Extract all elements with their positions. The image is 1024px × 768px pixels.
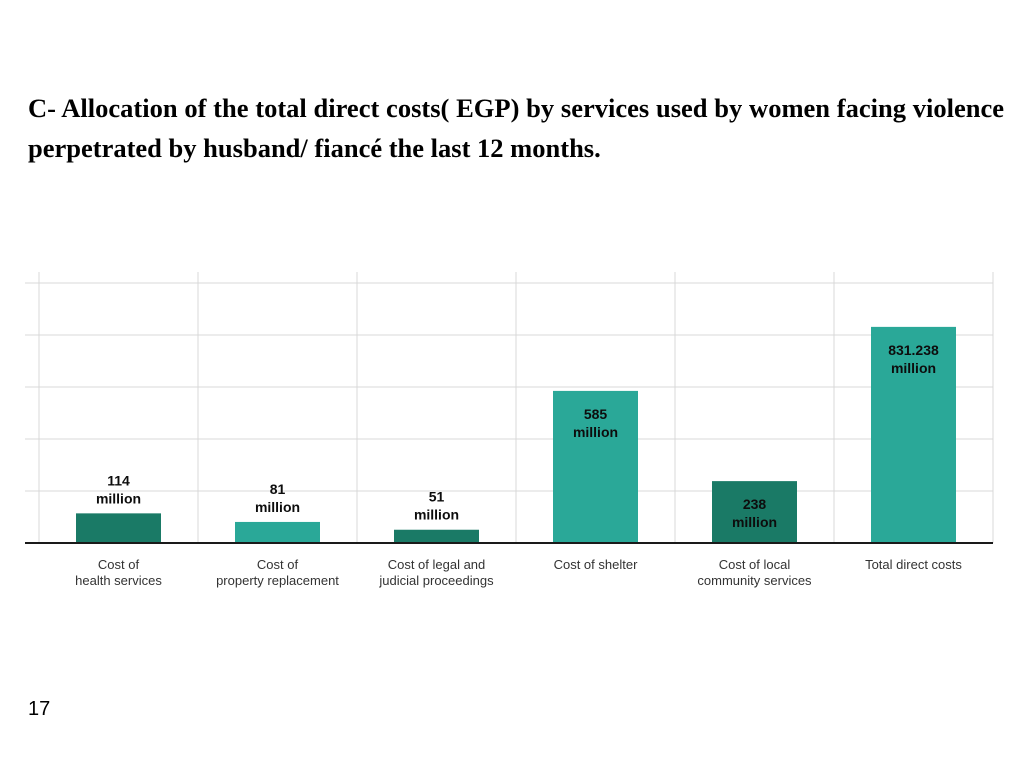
- data-labels: 114 million 81 million 51 million 585 million 23…: [96, 342, 939, 530]
- bar: [76, 513, 161, 543]
- bars: [76, 326, 956, 543]
- category-label: health services: [75, 573, 162, 588]
- category-label: Cost of: [98, 557, 140, 572]
- bar: [712, 481, 797, 543]
- category-label: judicial proceedings: [378, 573, 494, 588]
- data-label: 51: [429, 489, 445, 505]
- data-label: 585: [584, 406, 608, 422]
- data-label: 831.238: [888, 342, 939, 358]
- bar: [553, 390, 638, 543]
- data-label: 81: [270, 481, 286, 497]
- grid-lines: [25, 272, 994, 543]
- slide-title: C- Allocation of the total direct costs(…: [28, 93, 1004, 163]
- data-label: million: [573, 424, 618, 440]
- data-label: million: [732, 514, 777, 530]
- category-label: Cost of local: [719, 557, 791, 572]
- bar: [394, 529, 479, 543]
- category-label: Total direct costs: [865, 557, 962, 572]
- data-label: million: [255, 499, 300, 515]
- category-label: community services: [697, 573, 812, 588]
- category-label: Cost of shelter: [554, 557, 638, 572]
- data-label: million: [96, 490, 141, 506]
- bar: [235, 521, 320, 543]
- data-label: 114: [107, 472, 130, 488]
- data-label: million: [414, 507, 459, 523]
- page-number: 17: [28, 698, 51, 720]
- category-label: property replacement: [216, 573, 339, 588]
- data-label: million: [891, 360, 936, 376]
- category-label: Cost of legal and: [388, 557, 486, 572]
- category-label: Cost of: [257, 557, 299, 572]
- data-label: 238: [743, 496, 767, 512]
- bar: [871, 326, 956, 543]
